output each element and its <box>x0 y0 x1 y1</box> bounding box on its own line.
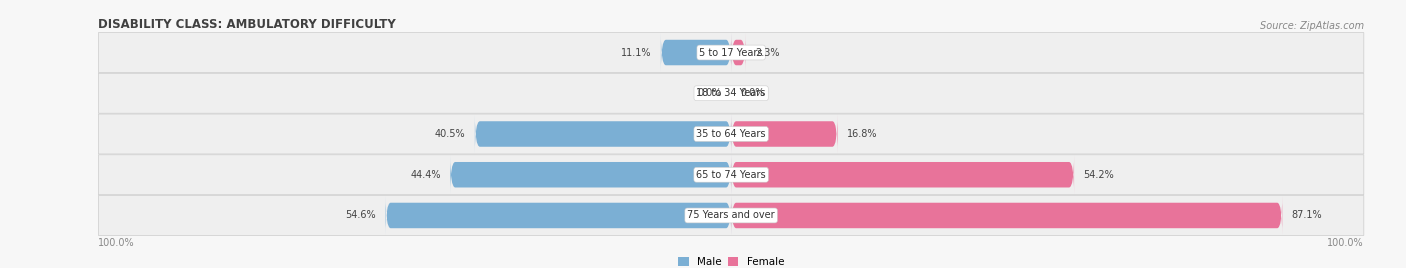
FancyBboxPatch shape <box>475 114 731 154</box>
FancyBboxPatch shape <box>731 155 1074 195</box>
Text: 18 to 34 Years: 18 to 34 Years <box>696 88 766 98</box>
Text: 5 to 17 Years: 5 to 17 Years <box>699 47 763 58</box>
Text: 44.4%: 44.4% <box>411 170 440 180</box>
FancyBboxPatch shape <box>731 33 745 72</box>
Text: 2.3%: 2.3% <box>755 47 780 58</box>
FancyBboxPatch shape <box>731 114 838 154</box>
FancyBboxPatch shape <box>385 196 731 235</box>
FancyBboxPatch shape <box>98 33 1364 72</box>
Legend: Male, Female: Male, Female <box>678 257 785 267</box>
Text: Source: ZipAtlas.com: Source: ZipAtlas.com <box>1260 21 1364 31</box>
FancyBboxPatch shape <box>98 114 1364 154</box>
Text: 100.0%: 100.0% <box>98 238 135 248</box>
FancyBboxPatch shape <box>98 73 1364 113</box>
Text: 54.2%: 54.2% <box>1084 170 1115 180</box>
Text: 11.1%: 11.1% <box>621 47 651 58</box>
FancyBboxPatch shape <box>731 196 1282 235</box>
FancyBboxPatch shape <box>98 155 1364 195</box>
Text: 0.0%: 0.0% <box>697 88 721 98</box>
Text: 87.1%: 87.1% <box>1292 210 1322 221</box>
Text: 75 Years and over: 75 Years and over <box>688 210 775 221</box>
Text: 54.6%: 54.6% <box>346 210 377 221</box>
Text: 0.0%: 0.0% <box>741 88 765 98</box>
Text: 16.8%: 16.8% <box>846 129 877 139</box>
Text: 100.0%: 100.0% <box>1327 238 1364 248</box>
Text: 35 to 64 Years: 35 to 64 Years <box>696 129 766 139</box>
FancyBboxPatch shape <box>98 196 1364 235</box>
Text: 65 to 74 Years: 65 to 74 Years <box>696 170 766 180</box>
Text: 40.5%: 40.5% <box>434 129 465 139</box>
Text: DISABILITY CLASS: AMBULATORY DIFFICULTY: DISABILITY CLASS: AMBULATORY DIFFICULTY <box>98 18 396 31</box>
FancyBboxPatch shape <box>450 155 731 195</box>
FancyBboxPatch shape <box>661 33 731 72</box>
